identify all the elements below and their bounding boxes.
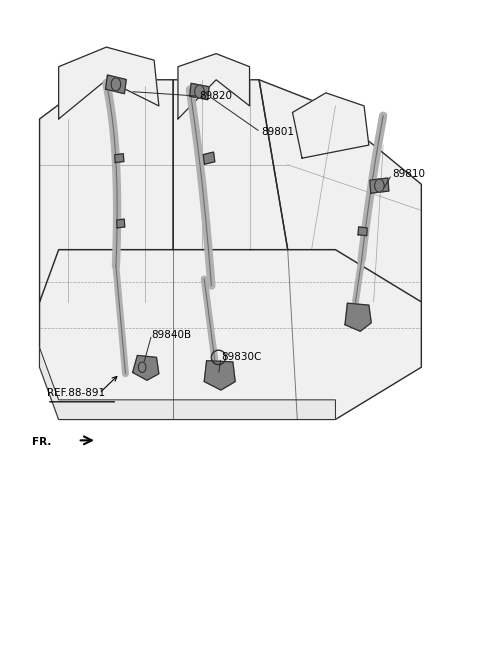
Text: 89810: 89810: [393, 169, 426, 180]
Polygon shape: [39, 250, 421, 419]
Circle shape: [111, 78, 120, 91]
Text: REF.88-891: REF.88-891: [47, 388, 105, 398]
Polygon shape: [358, 227, 367, 236]
Polygon shape: [178, 54, 250, 119]
Polygon shape: [292, 93, 369, 158]
Polygon shape: [117, 219, 125, 228]
Polygon shape: [370, 178, 389, 193]
Polygon shape: [39, 348, 336, 419]
Polygon shape: [259, 80, 421, 302]
Circle shape: [374, 179, 384, 192]
Text: 89801: 89801: [262, 127, 294, 137]
Polygon shape: [203, 152, 215, 164]
Polygon shape: [173, 80, 288, 250]
Text: 89820: 89820: [199, 91, 232, 101]
Polygon shape: [204, 361, 235, 390]
Text: FR.: FR.: [33, 438, 52, 447]
Polygon shape: [106, 75, 126, 94]
Polygon shape: [59, 47, 159, 119]
Polygon shape: [132, 356, 159, 380]
Polygon shape: [345, 303, 371, 331]
Polygon shape: [39, 80, 173, 302]
Polygon shape: [115, 154, 124, 163]
Text: 89840B: 89840B: [152, 329, 192, 340]
Text: 89830C: 89830C: [221, 352, 261, 362]
Polygon shape: [190, 83, 209, 100]
Circle shape: [195, 85, 204, 98]
